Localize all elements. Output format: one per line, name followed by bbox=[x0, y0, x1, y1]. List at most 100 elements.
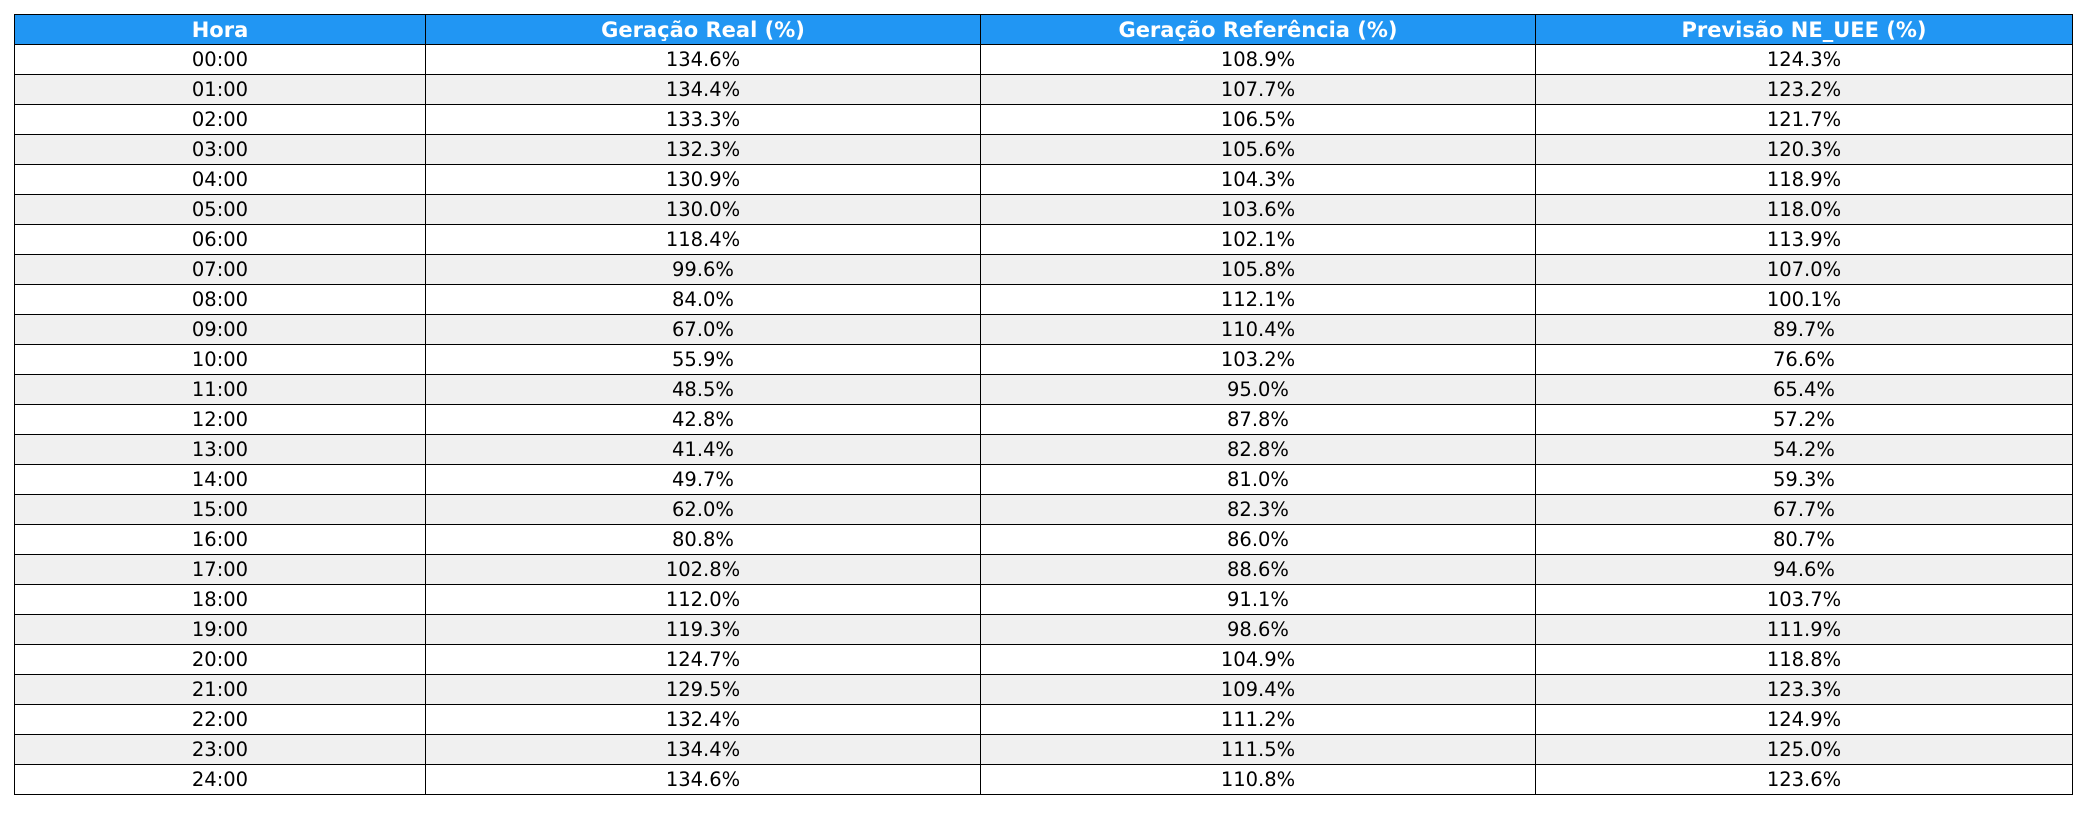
cell-previsao-ne-uee: 125.0% bbox=[1535, 734, 2073, 765]
cell-geracao-real: 55.9% bbox=[425, 344, 981, 375]
cell-geracao-referencia: 88.6% bbox=[980, 554, 1536, 585]
cell-geracao-referencia: 110.4% bbox=[980, 314, 1536, 345]
table-row: 04:00 130.9% 104.3% 118.9% bbox=[14, 164, 2073, 195]
table-row: 10:00 55.9% 103.2% 76.6% bbox=[14, 344, 2073, 375]
cell-hora: 20:00 bbox=[14, 644, 426, 675]
cell-geracao-referencia: 111.5% bbox=[980, 734, 1536, 765]
cell-previsao-ne-uee: 120.3% bbox=[1535, 134, 2073, 165]
cell-geracao-real: 132.4% bbox=[425, 704, 981, 735]
table-row: 02:00 133.3% 106.5% 121.7% bbox=[14, 104, 2073, 135]
cell-hora: 04:00 bbox=[14, 164, 426, 195]
table-row: 20:00 124.7% 104.9% 118.8% bbox=[14, 644, 2073, 675]
table-row: 08:00 84.0% 112.1% 100.1% bbox=[14, 284, 2073, 315]
cell-geracao-real: 132.3% bbox=[425, 134, 981, 165]
cell-hora: 22:00 bbox=[14, 704, 426, 735]
cell-geracao-referencia: 106.5% bbox=[980, 104, 1536, 135]
cell-geracao-real: 48.5% bbox=[425, 374, 981, 405]
cell-geracao-referencia: 98.6% bbox=[980, 614, 1536, 645]
cell-previsao-ne-uee: 103.7% bbox=[1535, 584, 2073, 615]
cell-geracao-referencia: 82.3% bbox=[980, 494, 1536, 525]
table-row: 01:00 134.4% 107.7% 123.2% bbox=[14, 74, 2073, 105]
table-row: 19:00 119.3% 98.6% 111.9% bbox=[14, 614, 2073, 645]
cell-geracao-referencia: 103.6% bbox=[980, 194, 1536, 225]
table-row: 03:00 132.3% 105.6% 120.3% bbox=[14, 134, 2073, 165]
table-body: 00:00 134.6% 108.9% 124.3% 01:00 134.4% 107.7%… bbox=[14, 44, 2073, 795]
table-row: 05:00 130.0% 103.6% 118.0% bbox=[14, 194, 2073, 225]
cell-geracao-referencia: 104.3% bbox=[980, 164, 1536, 195]
cell-geracao-real: 130.0% bbox=[425, 194, 981, 225]
table-row: 17:00 102.8% 88.6% 94.6% bbox=[14, 554, 2073, 585]
cell-hora: 06:00 bbox=[14, 224, 426, 255]
cell-hora: 08:00 bbox=[14, 284, 426, 315]
cell-previsao-ne-uee: 123.6% bbox=[1535, 764, 2073, 795]
cell-geracao-real: 134.6% bbox=[425, 44, 981, 75]
cell-hora: 15:00 bbox=[14, 494, 426, 525]
table-row: 23:00 134.4% 111.5% 125.0% bbox=[14, 734, 2073, 765]
cell-hora: 09:00 bbox=[14, 314, 426, 345]
cell-geracao-referencia: 105.6% bbox=[980, 134, 1536, 165]
cell-geracao-real: 42.8% bbox=[425, 404, 981, 435]
cell-hora: 11:00 bbox=[14, 374, 426, 405]
column-header-geracao-real: Geração Real (%) bbox=[425, 14, 981, 45]
cell-hora: 12:00 bbox=[14, 404, 426, 435]
cell-previsao-ne-uee: 111.9% bbox=[1535, 614, 2073, 645]
column-header-geracao-referencia: Geração Referência (%) bbox=[980, 14, 1536, 45]
table-row: 11:00 48.5% 95.0% 65.4% bbox=[14, 374, 2073, 405]
cell-previsao-ne-uee: 59.3% bbox=[1535, 464, 2073, 495]
cell-geracao-referencia: 109.4% bbox=[980, 674, 1536, 705]
cell-previsao-ne-uee: 113.9% bbox=[1535, 224, 2073, 255]
cell-hora: 17:00 bbox=[14, 554, 426, 585]
cell-geracao-real: 41.4% bbox=[425, 434, 981, 465]
cell-hora: 14:00 bbox=[14, 464, 426, 495]
cell-previsao-ne-uee: 124.3% bbox=[1535, 44, 2073, 75]
cell-geracao-real: 84.0% bbox=[425, 284, 981, 315]
table-row: 18:00 112.0% 91.1% 103.7% bbox=[14, 584, 2073, 615]
cell-previsao-ne-uee: 123.3% bbox=[1535, 674, 2073, 705]
cell-geracao-real: 67.0% bbox=[425, 314, 981, 345]
cell-geracao-real: 134.6% bbox=[425, 764, 981, 795]
cell-geracao-real: 49.7% bbox=[425, 464, 981, 495]
cell-geracao-real: 134.4% bbox=[425, 74, 981, 105]
table-row: 07:00 99.6% 105.8% 107.0% bbox=[14, 254, 2073, 285]
cell-previsao-ne-uee: 107.0% bbox=[1535, 254, 2073, 285]
cell-geracao-referencia: 110.8% bbox=[980, 764, 1536, 795]
table-row: 00:00 134.6% 108.9% 124.3% bbox=[14, 44, 2073, 75]
data-table: Hora Geração Real (%) Geração Referência… bbox=[14, 14, 2073, 795]
cell-hora: 23:00 bbox=[14, 734, 426, 765]
cell-geracao-referencia: 102.1% bbox=[980, 224, 1536, 255]
cell-previsao-ne-uee: 94.6% bbox=[1535, 554, 2073, 585]
cell-previsao-ne-uee: 121.7% bbox=[1535, 104, 2073, 135]
cell-hora: 03:00 bbox=[14, 134, 426, 165]
cell-hora: 10:00 bbox=[14, 344, 426, 375]
cell-previsao-ne-uee: 100.1% bbox=[1535, 284, 2073, 315]
table-row: 14:00 49.7% 81.0% 59.3% bbox=[14, 464, 2073, 495]
cell-hora: 07:00 bbox=[14, 254, 426, 285]
table-row: 22:00 132.4% 111.2% 124.9% bbox=[14, 704, 2073, 735]
table-row: 06:00 118.4% 102.1% 113.9% bbox=[14, 224, 2073, 255]
cell-previsao-ne-uee: 67.7% bbox=[1535, 494, 2073, 525]
cell-previsao-ne-uee: 123.2% bbox=[1535, 74, 2073, 105]
cell-geracao-referencia: 105.8% bbox=[980, 254, 1536, 285]
table-row: 12:00 42.8% 87.8% 57.2% bbox=[14, 404, 2073, 435]
cell-geracao-real: 62.0% bbox=[425, 494, 981, 525]
cell-previsao-ne-uee: 65.4% bbox=[1535, 374, 2073, 405]
cell-geracao-referencia: 87.8% bbox=[980, 404, 1536, 435]
cell-previsao-ne-uee: 57.2% bbox=[1535, 404, 2073, 435]
table-header: Hora Geração Real (%) Geração Referência… bbox=[14, 14, 2073, 45]
cell-previsao-ne-uee: 118.8% bbox=[1535, 644, 2073, 675]
cell-previsao-ne-uee: 89.7% bbox=[1535, 314, 2073, 345]
cell-geracao-referencia: 112.1% bbox=[980, 284, 1536, 315]
column-header-previsao-ne-uee: Previsão NE_UEE (%) bbox=[1535, 14, 2073, 45]
cell-geracao-real: 130.9% bbox=[425, 164, 981, 195]
cell-geracao-referencia: 111.2% bbox=[980, 704, 1536, 735]
cell-hora: 00:00 bbox=[14, 44, 426, 75]
cell-previsao-ne-uee: 118.0% bbox=[1535, 194, 2073, 225]
cell-geracao-real: 124.7% bbox=[425, 644, 981, 675]
header-row: Hora Geração Real (%) Geração Referência… bbox=[14, 14, 2073, 45]
cell-geracao-referencia: 103.2% bbox=[980, 344, 1536, 375]
table-row: 21:00 129.5% 109.4% 123.3% bbox=[14, 674, 2073, 705]
cell-geracao-referencia: 86.0% bbox=[980, 524, 1536, 555]
cell-geracao-referencia: 81.0% bbox=[980, 464, 1536, 495]
column-header-hora: Hora bbox=[14, 14, 426, 45]
cell-hora: 21:00 bbox=[14, 674, 426, 705]
